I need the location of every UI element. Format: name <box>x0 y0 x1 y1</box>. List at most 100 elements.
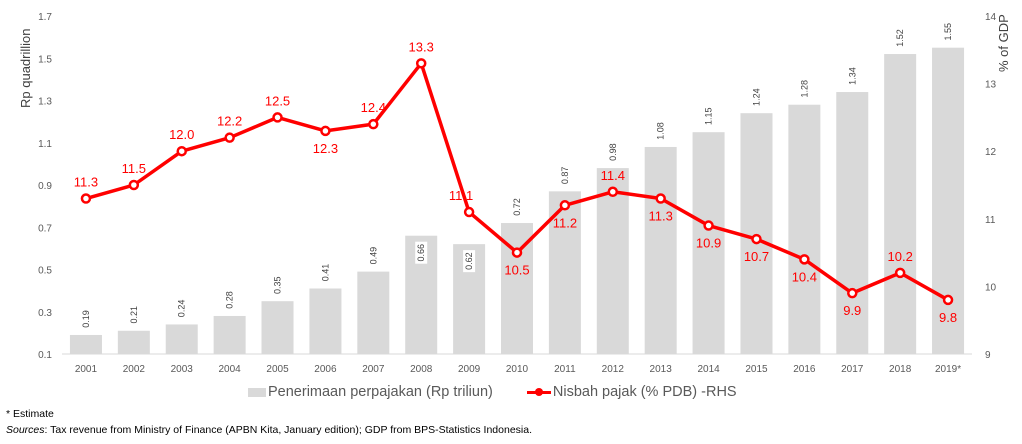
y-axis-title: Rp quadrillion <box>18 29 33 109</box>
bar-value-label: 0.66 <box>416 244 426 262</box>
y-tick-label: 1.1 <box>38 139 52 150</box>
bar <box>692 132 725 354</box>
y-tick-label: 1.7 <box>38 12 52 23</box>
bar <box>740 113 773 354</box>
x-tick-label: 2011 <box>554 364 576 375</box>
line-point <box>655 193 666 204</box>
bar <box>644 146 677 354</box>
bar-value-label: 1.08 <box>656 122 666 140</box>
bar-value-label: 0.72 <box>512 198 522 216</box>
legend-bar-swatch <box>248 387 266 397</box>
y-tick-label: 1.5 <box>38 54 52 65</box>
x-tick-label: 2003 <box>171 364 194 375</box>
line-point <box>224 132 235 143</box>
line-value-label: 9.9 <box>843 303 861 318</box>
line-value-label: 12.3 <box>313 141 338 156</box>
x-tick-label: 2009 <box>458 364 481 375</box>
bar-label-bg <box>415 241 428 264</box>
x-tick-label: 2001 <box>75 364 98 375</box>
line-point <box>463 206 475 218</box>
legend-item-tax-ratio: Nisbah pajak (% PDB) -RHS <box>526 384 737 400</box>
line-value-label: 10.7 <box>744 249 769 264</box>
bar-value-label: 0.98 <box>608 143 618 161</box>
y-tick-label: 0.5 <box>38 266 52 277</box>
bar <box>884 54 917 355</box>
x-tick-label: 2010 <box>506 364 529 375</box>
legend-item-tax-revenue: Penerimaan perpajakan (Rp triliun) <box>248 384 493 400</box>
line-point <box>894 267 906 279</box>
bar-value-label: 1.24 <box>751 88 761 106</box>
x-tick-label: 2007 <box>362 364 385 375</box>
y-tick-label: 0.1 <box>38 350 52 361</box>
line-point <box>415 58 427 69</box>
bar <box>261 301 294 354</box>
line-point <box>607 186 619 198</box>
line-value-label: 12.0 <box>169 127 194 142</box>
bar-value-label: 1.52 <box>895 29 905 47</box>
line-point <box>368 118 379 130</box>
bar <box>69 334 102 354</box>
x-tick-label: 2017 <box>841 364 864 375</box>
line-point <box>320 125 331 137</box>
legend-line-swatch <box>526 387 551 396</box>
x-tick-label: 2002 <box>123 364 146 375</box>
line-value-label: 10.2 <box>888 249 913 264</box>
bar <box>932 47 965 354</box>
bar <box>309 288 342 354</box>
y-tick-label: 1.3 <box>38 97 52 108</box>
line-value-label: 10.5 <box>504 263 529 278</box>
x-tick-label: 2016 <box>793 364 816 375</box>
line-point <box>128 179 140 191</box>
bar-value-label: 0.19 <box>81 310 91 328</box>
bar-value-label: 0.35 <box>273 276 283 294</box>
bar <box>548 191 581 354</box>
line-value-label: 13.3 <box>409 39 434 54</box>
bar <box>836 92 869 355</box>
bar-value-label: 1.55 <box>943 23 953 41</box>
line-point <box>511 247 523 258</box>
tax-revenue-chart: 0.1 0.3 0.5 0.7 0.9 1.1 1.3 1.5 1.7 9 10 11 12 13 14 Rp… <box>18 12 1011 375</box>
y2-tick-label: 11 <box>985 215 996 226</box>
line-point <box>176 145 187 157</box>
bar-value-label: 0.87 <box>560 167 570 185</box>
line-value-label: 11.3 <box>649 209 673 224</box>
bar-value-label: 1.15 <box>704 107 714 125</box>
x-tick-label: 2013 <box>650 364 673 375</box>
bar <box>117 330 150 354</box>
line-value-label: 10.9 <box>696 236 721 251</box>
y-tick-label: 0.7 <box>38 223 52 234</box>
y2-axis-title: % of GDP <box>996 14 1011 72</box>
bar <box>213 315 246 354</box>
x-tick-label: 2012 <box>602 364 625 375</box>
line-value-label: 12.4 <box>361 100 386 115</box>
line-point <box>703 220 714 231</box>
line-value-label: 9.8 <box>939 310 957 325</box>
x-tick-label: 2019* <box>935 364 961 375</box>
bar-value-label: 0.28 <box>225 291 235 309</box>
line-point <box>272 112 283 123</box>
y-tick-label: 0.9 <box>38 181 52 192</box>
footnote-sources: Sources: Tax revenue from Ministry of Fi… <box>6 424 532 436</box>
line-value-label: 11.2 <box>553 215 577 230</box>
line-value-label: 11.3 <box>74 175 98 190</box>
bar-value-label: 0.41 <box>320 264 330 282</box>
line-value-label: 10.4 <box>792 269 817 284</box>
line-value-label: 12.2 <box>217 114 242 129</box>
x-tick-label: 2008 <box>410 364 433 375</box>
line-value-label: 12.5 <box>265 93 290 108</box>
y2-tick-label: 13 <box>985 80 997 91</box>
bar-value-label: 0.21 <box>129 306 139 324</box>
sources-label: Sources <box>6 424 45 436</box>
sources-text: : Tax revenue from Ministry of Finance (… <box>44 424 533 436</box>
line-value-label: 11.1 <box>449 188 473 203</box>
line-value-label: 11.5 <box>122 161 146 176</box>
y2-tick-label: 12 <box>985 147 997 158</box>
bar <box>788 104 821 354</box>
line-point <box>799 254 810 265</box>
x-tick-label: 2014 <box>697 364 720 375</box>
y-tick-label: 0.3 <box>38 308 52 319</box>
x-tick-label: 2018 <box>889 364 912 375</box>
legend: Penerimaan perpajakan (Rp triliun) Nisba… <box>248 384 771 400</box>
x-tick-label: 2006 <box>314 364 337 375</box>
